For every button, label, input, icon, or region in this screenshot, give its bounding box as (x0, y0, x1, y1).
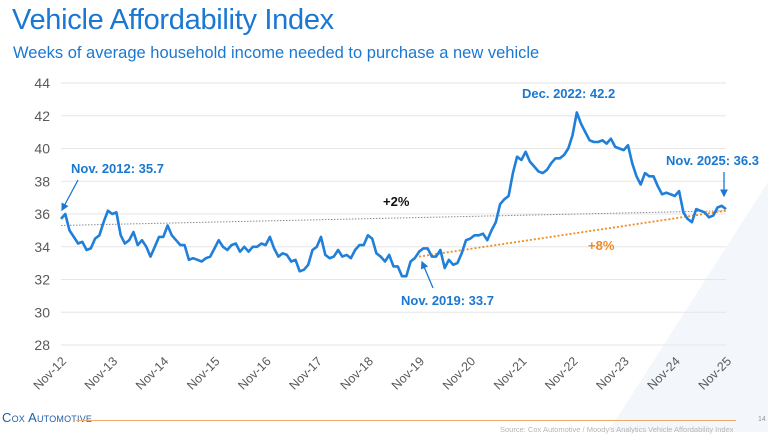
series-line (60, 111, 727, 278)
annotation-arrow (61, 179, 79, 212)
annotation-label: Nov. 2019: 33.7 (401, 293, 494, 308)
x-tick-label: Nov-25 (696, 354, 734, 392)
y-tick-label: 40 (34, 141, 50, 157)
annotation-label: Nov. 2025: 36.3 (666, 153, 759, 168)
page-title: Vehicle Affordability Index (12, 4, 334, 36)
x-tick-label: Nov-15 (184, 354, 222, 392)
x-tick-label: Nov-18 (338, 354, 376, 392)
x-tick-label: Nov-24 (645, 354, 683, 392)
x-tick-label: Nov-12 (31, 354, 69, 392)
annotation-label: Nov. 2012: 35.7 (71, 161, 164, 176)
annotation-arrow (420, 260, 434, 289)
footer-divider (76, 420, 736, 421)
y-tick-label: 42 (34, 108, 50, 124)
page-subtitle: Weeks of average household income needed… (13, 44, 540, 62)
x-tick-label: Nov-22 (542, 354, 580, 392)
trendline-full (60, 210, 727, 226)
trend-label-recent: +8% (588, 238, 615, 253)
x-tick-label: Nov-13 (82, 354, 120, 392)
y-tick-label: 44 (34, 75, 50, 91)
trendline-recent (418, 209, 727, 258)
logo-text: Cox Automotive (2, 410, 93, 425)
y-tick-label: 38 (34, 173, 50, 189)
page-number: 14 (758, 416, 766, 423)
y-tick-label: 36 (34, 206, 50, 222)
source-note: Source: Cox Automotive / Moody's Analyti… (500, 425, 734, 434)
cox-automotive-logo: Cox Automotive (2, 410, 92, 425)
trend-label-full: +2% (383, 194, 410, 209)
y-tick-label: 34 (34, 239, 50, 255)
y-tick-label: 32 (34, 272, 50, 288)
x-tick-label: Nov-19 (389, 354, 427, 392)
annotation-label: Dec. 2022: 42.2 (522, 86, 615, 101)
y-tick-label: 30 (34, 304, 50, 320)
x-tick-label: Nov-14 (133, 354, 171, 392)
y-tick-label: 28 (34, 337, 50, 353)
x-tick-label: Nov-23 (593, 354, 631, 392)
x-tick-label: Nov-20 (440, 354, 478, 392)
background-decoration (608, 182, 768, 432)
x-tick-label: Nov-16 (235, 354, 273, 392)
x-tick-label: Nov-17 (286, 354, 324, 392)
x-tick-label: Nov-21 (491, 354, 529, 392)
